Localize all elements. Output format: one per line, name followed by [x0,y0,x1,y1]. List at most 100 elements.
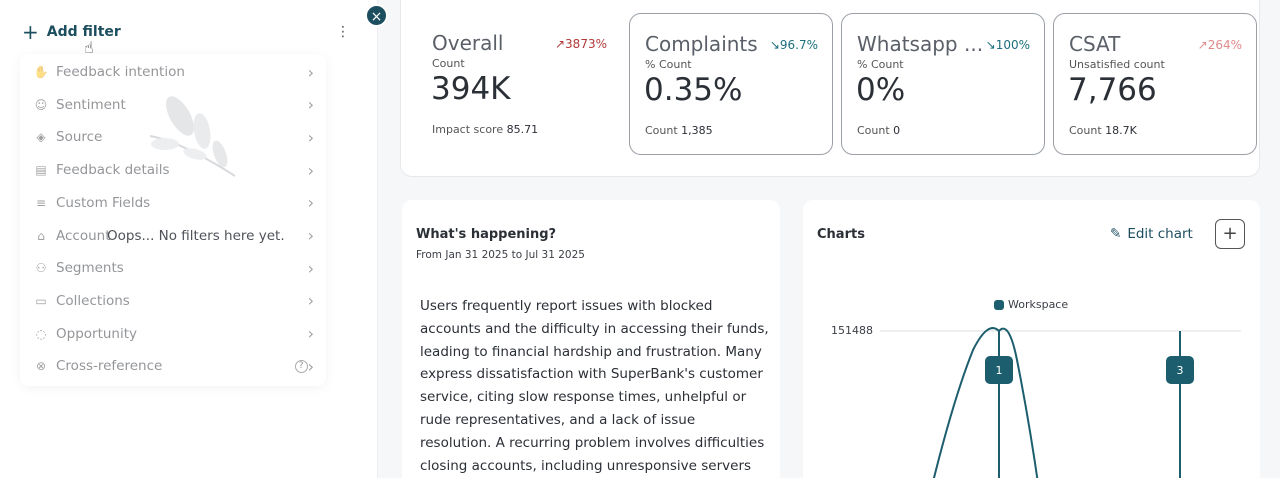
filter-item[interactable]: ☺ Sentiment › [32,93,314,117]
filter-item-label: Feedback details [56,162,170,179]
filter-item[interactable]: ◈ Source › [32,125,314,149]
filter-item-label: Cross-reference [56,358,163,375]
trend-value: 3873% [565,37,607,51]
legend-swatch [994,299,1004,310]
charts-title: Charts [817,227,865,242]
add-filter-button[interactable]: + Add filter [22,22,121,42]
stat-footer: Count 0 [857,124,900,137]
stat-trend: ↗3873% [555,37,607,51]
stat-footer-value: 0 [893,124,901,137]
stat-subtitle: Count [432,57,465,70]
people-icon: ⚇ [35,261,47,276]
chevron-right-icon: › [307,127,314,147]
marker-1-label: 1 [996,364,1003,377]
stat-title: Overall [432,31,504,55]
trend-arrow-icon: ↘ [985,38,996,52]
stat-trend: ↘100% [986,38,1030,52]
stat-footer-value: 18.7K [1105,124,1137,137]
stat-footer-label: Count [1069,124,1102,137]
trend-arrow-icon: ↗ [554,37,566,51]
marker-1 [985,356,1013,384]
stat-subtitle: % Count [857,58,904,71]
stat-footer-label: Count [857,124,890,137]
filter-item[interactable]: ◌ Opportunity › [32,322,314,346]
smiley-icon: ☺ [34,97,48,112]
stat-trend: ↘96.7% [770,38,818,52]
stat-subtitle: % Count [645,58,692,71]
chart-plot: 1 3 [880,327,1241,478]
chevron-right-icon: › [307,258,314,278]
stat-card[interactable]: Complaints ↘96.7% % Count 0.35% Count 1,385 [629,13,833,155]
stat-footer-value: 1,385 [681,124,713,137]
y-tick-label: 151488 [831,324,873,337]
series-line [932,327,1039,478]
chevron-right-icon: › [307,356,314,376]
trend-value: 96.7% [779,38,818,52]
filter-item-label: Opportunity [56,325,138,342]
filter-item[interactable]: ≡ Custom Fields › [32,191,314,215]
filter-item[interactable]: ✋ Feedback intention › [32,60,314,84]
bank-icon: ⌂ [37,228,45,243]
filter-item-label: Sentiment [56,96,126,113]
filter-item[interactable]: ⌂ Account › [32,224,314,248]
pencil-icon: ✎ [1110,226,1122,242]
marker-3 [1166,356,1194,384]
layers-icon: ◈ [36,130,46,145]
stat-value: 7,766 [1068,72,1157,108]
stats-section: Overall ↗3873% Count 394K Impact score 85.71… [400,0,1260,177]
close-panel-button[interactable]: × [365,4,388,27]
hand-cursor-icon: ☝ [84,38,94,57]
add-chart-button[interactable]: + [1215,219,1245,249]
hand-icon: ✋ [33,65,49,79]
stat-footer: Count 18.7K [1069,124,1137,137]
filter-item-label: Segments [56,260,124,277]
chevron-right-icon: › [307,62,314,82]
empty-filters-message: Oops... No filters here yet. [107,228,285,244]
bulb-icon: ◌ [35,326,47,341]
leaf-illustration [149,96,236,177]
date-range: From Jan 31 2025 to Jul 31 2025 [416,249,585,261]
trend-value: 264% [1207,38,1242,52]
charts-panel: Charts ✎ Edit chart + Workspace 151488 1… [803,200,1260,478]
chevron-right-icon: › [307,160,314,180]
chevron-right-icon: › [307,95,314,115]
filter-item[interactable]: ⚇ Segments › [32,256,314,280]
marker-3-label: 3 [1177,364,1184,377]
stat-card[interactable]: Whatsapp ... ↘100% % Count 0% Count 0 [841,13,1045,155]
stat-footer: Impact score 85.71 [432,123,538,136]
filter-item[interactable]: ▭ Collections › [32,289,314,313]
edit-chart-button[interactable]: ✎ Edit chart [1110,226,1193,242]
cross-reference-icon: ⊗ [35,359,47,374]
stat-card[interactable]: Overall ↗3873% Count 394K Impact score 85.71 [417,13,621,155]
stat-footer-label: Count [645,124,678,137]
stat-subtitle: Unsatisfied count [1069,58,1165,71]
filter-item[interactable]: ⊗ Cross-reference? › [32,354,314,378]
folder-icon: ▭ [35,293,47,308]
summary-text: Users frequently report issues with bloc… [420,298,769,474]
add-filter-label: Add filter [46,24,121,40]
chevron-right-icon: › [307,193,314,213]
more-options-icon[interactable]: ⋮ [336,24,350,40]
stat-title: Whatsapp ... [857,32,984,56]
filter-item[interactable]: ▤ Feedback details › [32,158,314,182]
close-icon: × [370,9,383,25]
stat-footer-value: 85.71 [506,123,539,136]
stat-footer: Count 1,385 [645,124,713,137]
whats-happening-panel: What's happening? From Jan 31 2025 to Ju… [402,200,780,478]
document-icon: ▤ [35,163,47,178]
stat-value: 0.35% [644,72,743,108]
filter-item-label: Source [56,129,103,146]
stat-value: 394K [431,71,511,107]
stat-footer-label: Impact score [432,123,504,136]
filter-item-label: Collections [56,292,130,309]
whats-happening-title: What's happening? [416,227,557,242]
custom-fields-icon: ≡ [35,195,47,210]
help-icon[interactable]: ? [294,359,308,373]
filter-item-label: Account [56,227,111,244]
stat-title: CSAT [1069,32,1121,56]
stat-card[interactable]: CSAT ↗264% Unsatisfied count 7,766 Count 18.… [1053,13,1257,155]
stat-trend: ↗264% [1198,38,1242,52]
chevron-right-icon: › [307,226,314,245]
trend-value: 100% [995,38,1030,52]
filter-panel: + Add filter ☝ ⋮ ✋ Feedback intention › ☺ Se… [0,0,378,478]
